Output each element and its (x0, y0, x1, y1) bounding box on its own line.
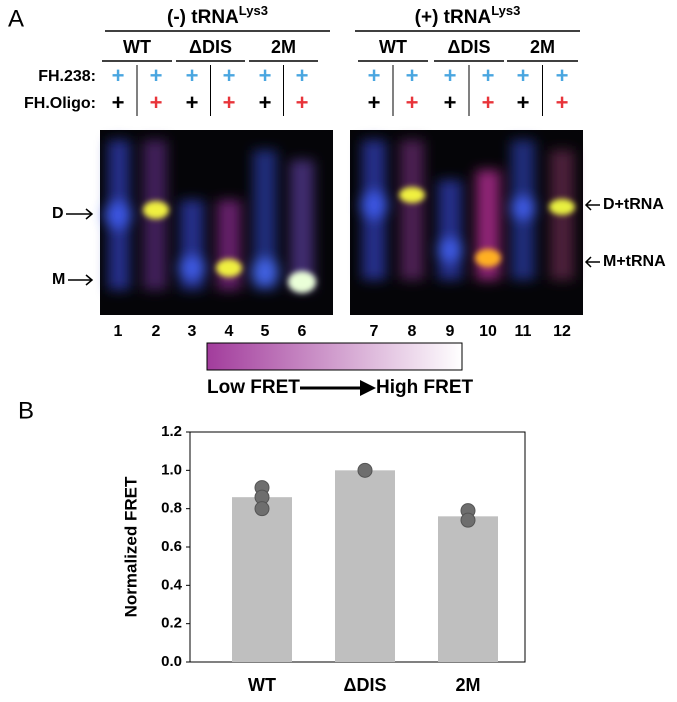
fh-oligo-sign: + (259, 90, 272, 115)
colorbar-label: Low FRET (207, 377, 300, 398)
x-tick-label: ΔDIS (344, 675, 387, 695)
bar (438, 516, 498, 662)
fh-oligo-sign: + (482, 90, 495, 115)
arrow-head (360, 380, 376, 396)
bar (335, 470, 395, 662)
fh-oligo-sign: + (186, 90, 199, 115)
lane-number: 6 (298, 323, 307, 340)
lane-number: 3 (188, 323, 197, 340)
fh238-sign: + (368, 63, 381, 88)
group-title-superscript: Lys3 (491, 3, 520, 18)
fh238-sign: + (223, 63, 236, 88)
colorbar (206, 342, 463, 371)
construct-label: WT (123, 37, 151, 57)
row-label: FH.238: (38, 68, 96, 85)
fh-oligo-sign: + (368, 90, 381, 115)
lane-number: 12 (553, 323, 571, 340)
lane-number: 9 (446, 323, 455, 340)
fh238-sign: + (150, 63, 163, 88)
lane-number: 5 (261, 323, 270, 340)
y-tick-label: 1.2 (161, 423, 182, 440)
band-arrows (66, 199, 600, 286)
y-axis-label: Normalized FRET (121, 476, 140, 617)
fh238-sign: + (296, 63, 309, 88)
band-label: M+tRNA (603, 253, 666, 270)
fh-oligo-sign: + (150, 90, 163, 115)
group-title: (+) tRNALys3 (415, 3, 521, 28)
construct-label: ΔDIS (448, 37, 491, 57)
construct-label: WT (379, 37, 407, 57)
fh238-sign: + (112, 63, 125, 88)
lane-number: 8 (408, 323, 417, 340)
fh238-sign: + (556, 63, 569, 88)
lane-number: 10 (479, 323, 497, 340)
panel-label: B (18, 397, 34, 424)
data-point (254, 501, 270, 517)
fh238-sign: + (259, 63, 272, 88)
data-point (357, 462, 373, 478)
row-label: FH.Oligo: (24, 95, 96, 112)
lane-number: 7 (370, 323, 379, 340)
gel-image (100, 130, 333, 315)
data-point (460, 512, 476, 528)
lane-number: 1 (114, 323, 123, 340)
fh238-sign: + (482, 63, 495, 88)
fh-oligo-sign: + (556, 90, 569, 115)
fh-oligo-sign: + (223, 90, 236, 115)
y-tick-label: 1.0 (161, 461, 182, 478)
x-tick-label: 2M (455, 675, 480, 695)
fh-oligo-sign: + (517, 90, 530, 115)
construct-label: 2M (530, 37, 555, 57)
fh238-sign: + (406, 63, 419, 88)
group-title-text: (-) tRNA (167, 7, 239, 28)
fh238-sign: + (186, 63, 199, 88)
fh238-sign: + (517, 63, 530, 88)
lane-number: 4 (225, 323, 234, 340)
group-title-text: (+) tRNA (415, 7, 492, 28)
gel-image (350, 130, 583, 315)
group-title: (-) tRNALys3 (167, 3, 268, 28)
lane-number: 11 (515, 323, 532, 340)
y-tick-label: 0.8 (161, 500, 182, 517)
bar (232, 497, 292, 662)
y-tick-label: 0.0 (161, 653, 182, 670)
fh-oligo-sign: + (444, 90, 457, 115)
y-tick-label: 0.2 (161, 615, 182, 632)
fh-oligo-sign: + (112, 90, 125, 115)
fh-oligo-sign: + (406, 90, 419, 115)
x-tick-label: WT (248, 675, 276, 695)
construct-label: ΔDIS (189, 37, 232, 57)
group-title-superscript: Lys3 (239, 3, 268, 18)
y-tick-label: 0.6 (161, 538, 182, 555)
fh238-sign: + (444, 63, 457, 88)
band-label: D+tRNA (603, 196, 664, 213)
band-label: D (52, 205, 64, 222)
fh-oligo-sign: + (296, 90, 309, 115)
y-tick-label: 0.4 (161, 576, 183, 593)
panel-label: A (8, 5, 24, 32)
band-label: M (52, 271, 65, 288)
construct-label: 2M (271, 37, 296, 57)
lane-number: 2 (152, 323, 161, 340)
colorbar-label: High FRET (376, 377, 473, 398)
